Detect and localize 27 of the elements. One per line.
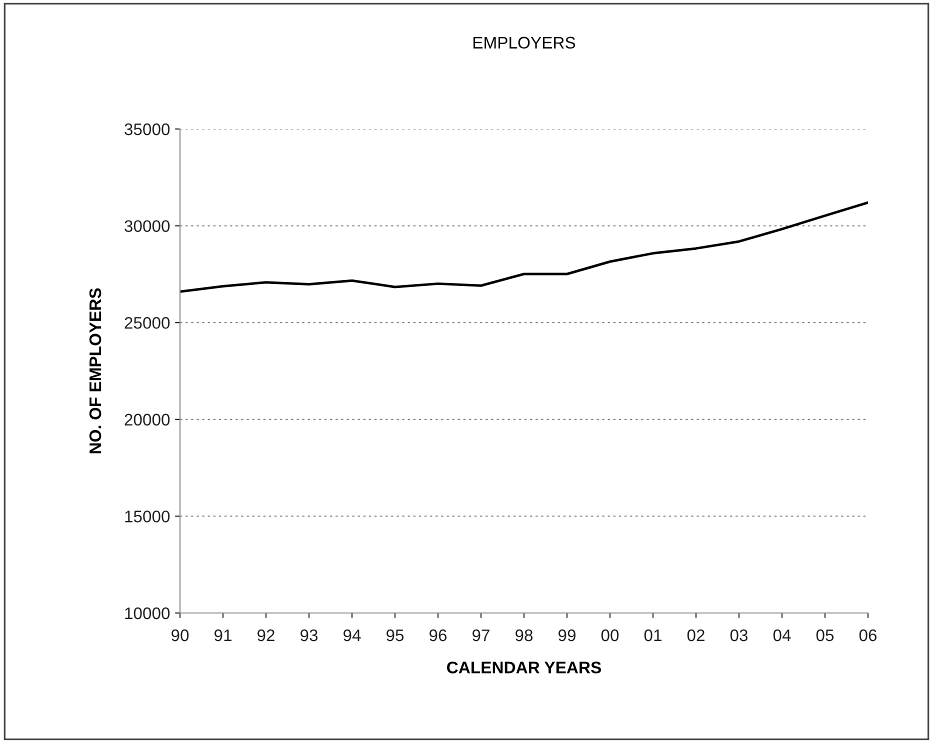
y-tick-label: 25000	[124, 317, 170, 329]
x-tick-label: 91	[214, 629, 232, 642]
y-tick-label: 35000	[124, 123, 170, 136]
x-tick-label: 93	[300, 629, 318, 642]
y-tick-label: 10000	[125, 607, 170, 620]
y-tick-label: 30000	[124, 220, 170, 232]
x-tick-label: 04	[773, 629, 791, 642]
x-tick-label: 97	[472, 629, 490, 642]
y-tick-label: 20000	[124, 414, 170, 426]
x-tick-label: 94	[344, 629, 361, 642]
x-tick-label: 98	[516, 629, 533, 642]
x-tick-label: 95	[386, 629, 404, 642]
chart-title: EMPLOYERS	[474, 36, 576, 49]
x-tick-label: 00	[601, 629, 619, 642]
line-series	[180, 201, 868, 293]
x-tick-label: 92	[258, 629, 274, 642]
x-tick-label: 02	[687, 629, 704, 642]
x-tick-label: 90	[172, 629, 189, 642]
y-axis-title: NO. OF EMPLOYERS	[89, 288, 102, 454]
x-tick-label: 03	[730, 629, 748, 642]
x-tick-label: 06	[859, 629, 877, 642]
x-tick-label: 96	[430, 629, 447, 642]
x-tick-label: 05	[816, 629, 834, 642]
y-tick-label: 15000	[125, 510, 170, 522]
x-axis-title: CALENDAR YEARS	[447, 662, 601, 674]
x-tick-label: 99	[558, 629, 576, 642]
x-tick-label: 01	[644, 629, 662, 642]
